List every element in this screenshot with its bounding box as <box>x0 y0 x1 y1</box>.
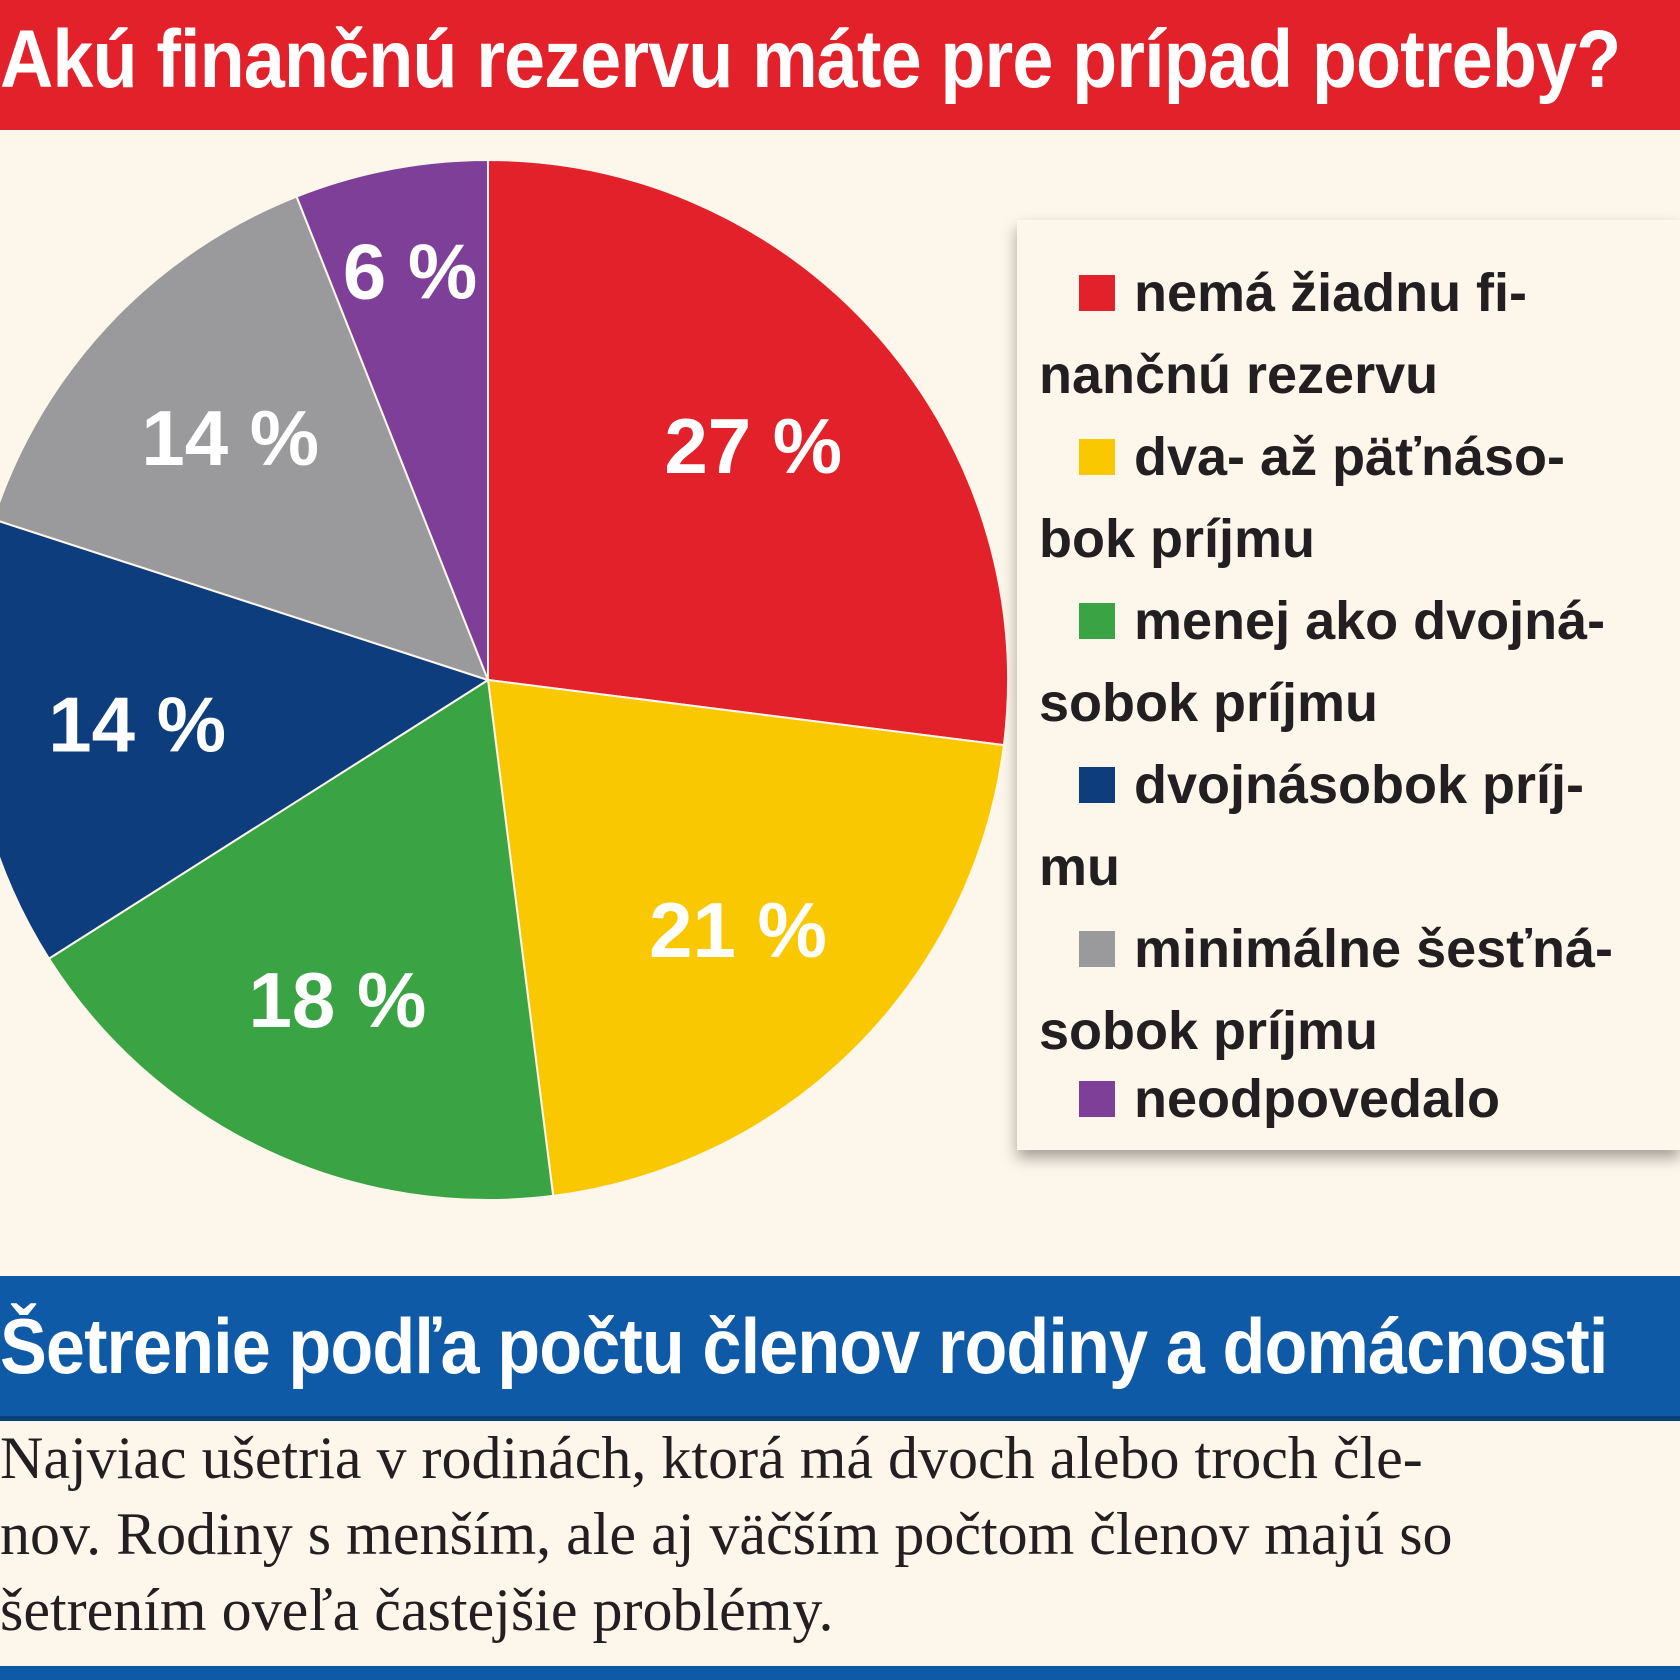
pie-slice-no-reserve <box>487 158 1009 747</box>
pie-data-label: 27 % <box>664 402 842 490</box>
section-body: Najviac ušetria v rodinách, ktorá má dvo… <box>0 1420 1680 1648</box>
legend-label-line: dvojnásobok príj- <box>1134 755 1585 815</box>
legend-label-line: nemá žiadnu fi- <box>1134 263 1528 323</box>
body-line: Najviac ušetria v rodinách, ktorá má dvo… <box>0 1425 1423 1491</box>
legend-swatch-purple <box>1079 1081 1115 1117</box>
legend-label-line: bok príjmu <box>1039 509 1316 569</box>
bottom-rule <box>0 1666 1680 1680</box>
legend-swatch-green <box>1079 603 1115 639</box>
legend-label-line: nančnú rezervu <box>1039 345 1439 405</box>
pie-data-label: 14 % <box>141 394 319 482</box>
legend: nemá žiadnu fi- nančnú rezervu dva- až p… <box>1017 220 1680 1150</box>
title-bar: Akú finančnú rezervu máte pre prípad pot… <box>0 0 1680 130</box>
legend-swatch-yellow <box>1079 439 1115 475</box>
pie-slice-no-answer <box>295 158 489 681</box>
legend-swatch-red <box>1079 275 1115 311</box>
section-bar: Šetrenie podľa počtu členov rodiny a dom… <box>0 1276 1680 1421</box>
legend-label-line: sobok príjmu <box>1039 1001 1379 1061</box>
legend-swatch-blue <box>1079 767 1115 803</box>
legend-swatch-gray <box>1079 931 1115 967</box>
section-title: Šetrenie podľa počtu členov rodiny a dom… <box>0 1302 1608 1390</box>
legend-label-line: sobok príjmu <box>1039 673 1379 733</box>
pie-slice-two-to-five <box>486 678 1006 1198</box>
legend-label-line: menej ako dvojná- <box>1134 591 1606 651</box>
legend-item-no-answer: neodpovedalo <box>1039 1058 1664 1140</box>
body-line: šetrením oveľa častejšie problémy. <box>0 1577 834 1643</box>
legend-item-two-to-five: dva- až päťnáso- bok príjmu <box>1039 416 1664 580</box>
pie-data-label: 14 % <box>48 680 226 768</box>
chart-title: Akú finančnú rezervu máte pre prípad pot… <box>0 14 1621 105</box>
pie-slice-double <box>0 520 491 961</box>
pie-slice-less-than-double <box>47 678 555 1201</box>
legend-item-six-times: minimálne šesťná- sobok príjmu <box>1039 908 1664 1072</box>
pie-data-label: 6 % <box>343 227 477 315</box>
body-line: nov. Rodiny s menším, ale aj väčším počt… <box>0 1501 1453 1567</box>
pie-data-label: 21 % <box>649 886 827 974</box>
legend-label-line: mu <box>1039 837 1120 897</box>
pie-chart: 27 % 21 % 18 % 14 % 14 % 6 % <box>0 158 1009 1201</box>
pie-slice-six-times <box>0 195 490 682</box>
legend-label-line: neodpovedalo <box>1134 1069 1501 1129</box>
legend-item-double: dvojnásobok príj- mu <box>1039 744 1664 908</box>
legend-item-less-than-double: menej ako dvojná- sobok príjmu <box>1039 580 1664 744</box>
legend-item-no-reserve: nemá žiadnu fi- nančnú rezervu <box>1039 252 1664 416</box>
legend-label-line: minimálne šesťná- <box>1134 919 1614 979</box>
pie-data-label: 18 % <box>249 956 427 1044</box>
legend-label-line: dva- až päťnáso- <box>1134 427 1565 487</box>
